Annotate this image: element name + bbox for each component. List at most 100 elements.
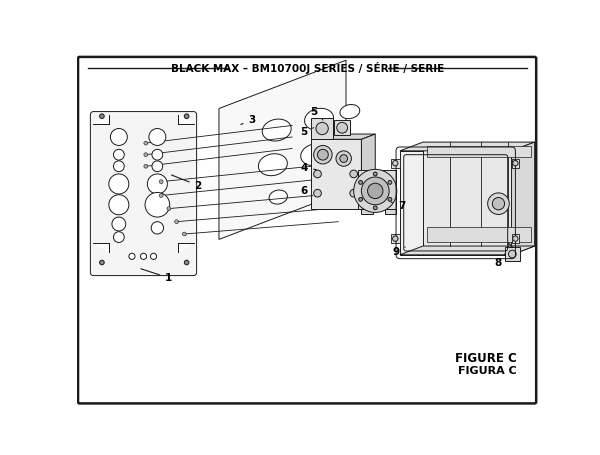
Circle shape bbox=[175, 220, 179, 223]
Circle shape bbox=[373, 172, 377, 176]
Circle shape bbox=[488, 193, 509, 214]
Text: 8: 8 bbox=[495, 254, 505, 268]
Circle shape bbox=[317, 149, 328, 160]
Polygon shape bbox=[505, 247, 520, 261]
Ellipse shape bbox=[340, 105, 360, 119]
Circle shape bbox=[151, 222, 164, 234]
Circle shape bbox=[359, 181, 362, 184]
Polygon shape bbox=[311, 134, 375, 139]
Circle shape bbox=[100, 260, 104, 265]
Circle shape bbox=[373, 206, 377, 210]
Circle shape bbox=[152, 161, 163, 172]
Circle shape bbox=[129, 253, 135, 259]
Polygon shape bbox=[427, 227, 531, 242]
Text: 5: 5 bbox=[310, 107, 323, 120]
Polygon shape bbox=[385, 208, 396, 214]
Polygon shape bbox=[400, 151, 512, 255]
Circle shape bbox=[184, 260, 189, 265]
Circle shape bbox=[388, 197, 392, 201]
Circle shape bbox=[149, 128, 166, 146]
Polygon shape bbox=[512, 158, 519, 168]
Ellipse shape bbox=[262, 119, 291, 141]
Text: BLACK MAX – BM10700J SERIES / SÉRIE / SERIE: BLACK MAX – BM10700J SERIES / SÉRIE / SE… bbox=[171, 62, 444, 74]
Circle shape bbox=[144, 141, 148, 145]
Polygon shape bbox=[361, 134, 375, 208]
Polygon shape bbox=[178, 243, 194, 253]
Text: 9: 9 bbox=[392, 247, 405, 258]
Ellipse shape bbox=[305, 108, 334, 130]
Polygon shape bbox=[178, 115, 194, 124]
Circle shape bbox=[337, 122, 347, 133]
Circle shape bbox=[109, 174, 129, 194]
Text: 2: 2 bbox=[172, 175, 202, 191]
Polygon shape bbox=[423, 142, 535, 246]
Polygon shape bbox=[94, 115, 109, 124]
Circle shape bbox=[340, 155, 347, 162]
Circle shape bbox=[148, 174, 167, 194]
Polygon shape bbox=[391, 158, 400, 168]
Polygon shape bbox=[334, 120, 350, 136]
FancyBboxPatch shape bbox=[91, 111, 197, 276]
Text: 4: 4 bbox=[301, 163, 316, 173]
Circle shape bbox=[100, 114, 104, 118]
Text: 6: 6 bbox=[300, 186, 313, 196]
Circle shape bbox=[508, 250, 516, 258]
Polygon shape bbox=[311, 118, 333, 139]
Text: 7: 7 bbox=[391, 201, 405, 211]
Circle shape bbox=[144, 164, 148, 168]
Circle shape bbox=[159, 180, 163, 183]
Circle shape bbox=[182, 232, 186, 236]
Circle shape bbox=[392, 236, 398, 241]
Circle shape bbox=[144, 153, 148, 157]
Circle shape bbox=[316, 122, 328, 135]
Circle shape bbox=[336, 151, 352, 166]
Circle shape bbox=[159, 193, 163, 197]
Circle shape bbox=[314, 189, 322, 197]
Circle shape bbox=[350, 189, 358, 197]
Circle shape bbox=[110, 128, 127, 146]
Circle shape bbox=[109, 195, 129, 215]
Circle shape bbox=[513, 236, 518, 241]
Circle shape bbox=[113, 149, 124, 160]
Circle shape bbox=[493, 197, 505, 210]
Circle shape bbox=[368, 183, 383, 198]
Ellipse shape bbox=[301, 144, 329, 166]
Polygon shape bbox=[311, 139, 361, 208]
Circle shape bbox=[350, 170, 358, 178]
Polygon shape bbox=[361, 208, 373, 214]
Polygon shape bbox=[219, 60, 346, 239]
Text: FIGURA C: FIGURA C bbox=[458, 366, 517, 376]
Polygon shape bbox=[400, 142, 535, 151]
Text: 1: 1 bbox=[141, 269, 173, 283]
Text: 5: 5 bbox=[300, 126, 314, 136]
Circle shape bbox=[167, 207, 171, 211]
Ellipse shape bbox=[342, 137, 362, 152]
Circle shape bbox=[359, 197, 362, 201]
Circle shape bbox=[361, 177, 389, 205]
Circle shape bbox=[113, 232, 124, 243]
Polygon shape bbox=[94, 243, 109, 253]
Circle shape bbox=[314, 146, 332, 164]
Circle shape bbox=[392, 161, 398, 166]
Circle shape bbox=[513, 161, 518, 166]
FancyBboxPatch shape bbox=[78, 57, 536, 404]
Circle shape bbox=[151, 253, 157, 259]
Text: 3: 3 bbox=[241, 115, 256, 125]
Circle shape bbox=[113, 161, 124, 172]
Polygon shape bbox=[400, 246, 535, 255]
Circle shape bbox=[184, 114, 189, 118]
Polygon shape bbox=[391, 234, 400, 243]
Circle shape bbox=[145, 192, 170, 217]
Circle shape bbox=[112, 217, 126, 231]
Circle shape bbox=[152, 149, 163, 160]
Polygon shape bbox=[512, 142, 535, 255]
Circle shape bbox=[388, 181, 392, 184]
Circle shape bbox=[140, 253, 146, 259]
Polygon shape bbox=[512, 234, 519, 243]
Ellipse shape bbox=[259, 154, 287, 176]
Circle shape bbox=[354, 169, 397, 212]
Text: FIGURE C: FIGURE C bbox=[455, 352, 517, 365]
Ellipse shape bbox=[269, 190, 287, 204]
Polygon shape bbox=[427, 146, 531, 157]
Circle shape bbox=[314, 170, 322, 178]
